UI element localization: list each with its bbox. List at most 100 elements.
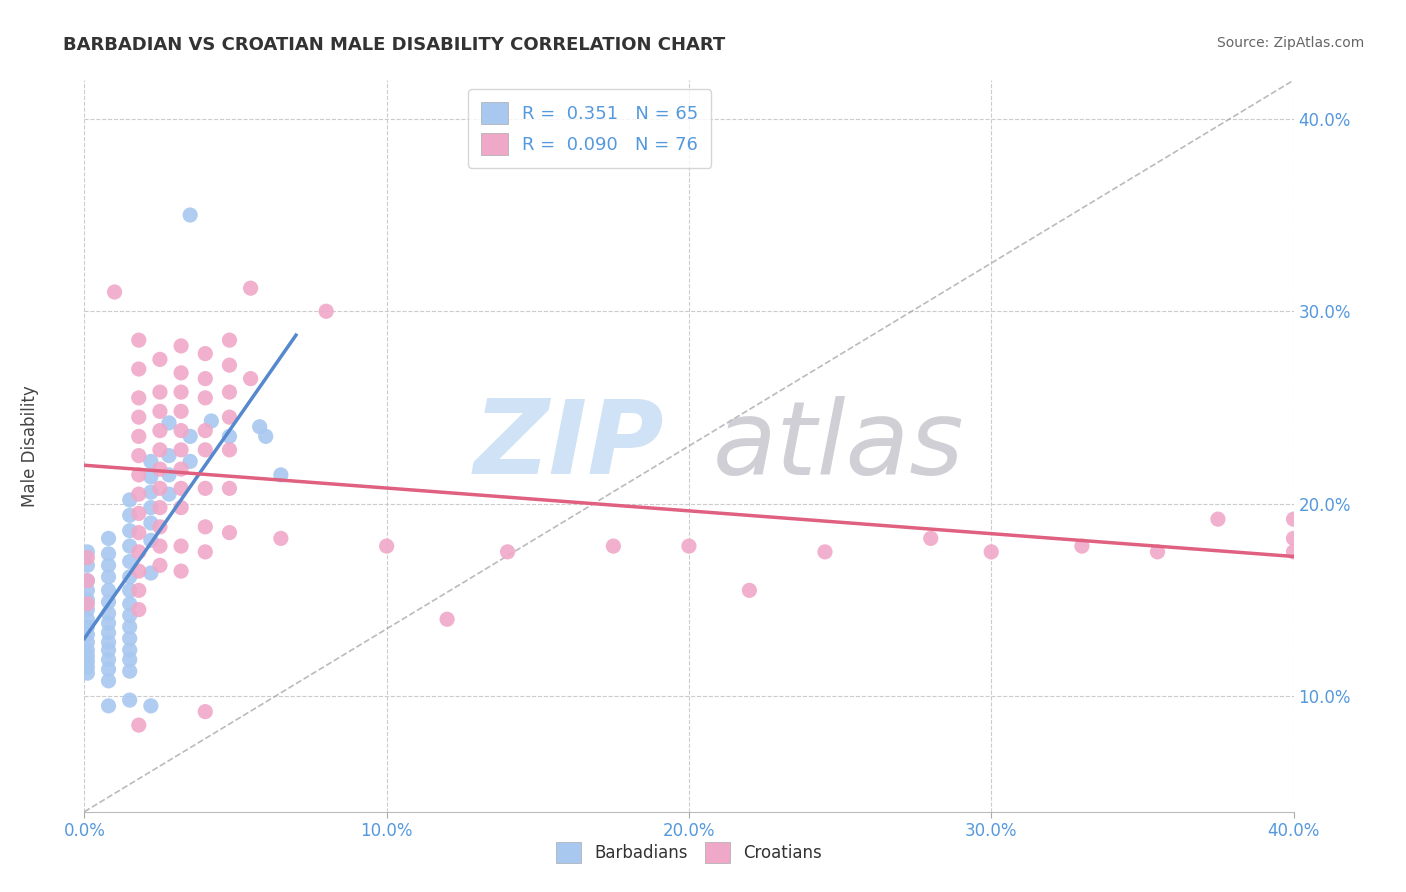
Point (1206, 512, 1229, 526)
Point (980, 545, 1002, 559)
Point (118, 597, 141, 611)
Point (97, 698, 120, 713)
Point (128, 487, 150, 501)
Point (76, 550, 98, 565)
Point (76, 597, 98, 611)
Point (118, 608, 141, 623)
Point (118, 632, 141, 646)
Point (179, 208, 201, 222)
Point (170, 366, 193, 380)
Point (254, 429, 277, 443)
Point (170, 500, 193, 515)
Point (1282, 512, 1305, 526)
Point (97, 532, 120, 546)
Point (97, 616, 120, 631)
Point (149, 442, 172, 457)
Point (218, 358, 240, 372)
Point (76, 558, 98, 573)
Point (149, 481, 172, 495)
Point (139, 454, 162, 468)
Point (118, 643, 141, 657)
Point (678, 539, 700, 553)
Point (76, 593, 98, 607)
Point (170, 462, 193, 476)
Point (104, 285, 127, 299)
Point (139, 516, 162, 530)
Point (128, 583, 150, 598)
Point (118, 653, 141, 667)
Point (76, 545, 98, 559)
Point (194, 371, 217, 385)
Point (97, 595, 120, 609)
Point (194, 391, 217, 405)
Text: BARBADIAN VS CROATIAN MALE DISABILITY CORRELATION CHART: BARBADIAN VS CROATIAN MALE DISABILITY CO… (63, 36, 725, 54)
Point (97, 643, 120, 657)
Point (218, 410, 240, 425)
Point (118, 693, 141, 707)
Point (218, 525, 240, 540)
Point (170, 539, 193, 553)
Point (194, 520, 217, 534)
Point (128, 602, 150, 616)
Point (139, 500, 162, 515)
Point (97, 570, 120, 584)
Point (239, 281, 262, 295)
Point (218, 442, 240, 457)
Point (149, 462, 172, 476)
Point (128, 525, 150, 540)
Point (436, 612, 458, 626)
Point (218, 481, 240, 495)
Text: Male Disability: Male Disability (21, 385, 39, 507)
Point (194, 545, 217, 559)
Point (170, 564, 193, 578)
Point (76, 660, 98, 674)
Point (157, 487, 180, 501)
Point (76, 620, 98, 634)
Point (170, 442, 193, 457)
Point (76, 602, 98, 616)
Point (118, 620, 141, 634)
Point (375, 539, 398, 553)
Point (76, 574, 98, 588)
Point (97, 673, 120, 688)
Point (170, 339, 193, 353)
Point (315, 304, 337, 318)
Point (139, 470, 162, 484)
Point (128, 718, 150, 732)
Point (1071, 539, 1094, 553)
Text: ZIP: ZIP (474, 395, 665, 497)
Point (128, 362, 150, 376)
Point (128, 391, 150, 405)
Point (128, 410, 150, 425)
Point (118, 492, 141, 507)
Point (1146, 545, 1168, 559)
Point (194, 705, 217, 719)
Point (76, 612, 98, 626)
Point (128, 449, 150, 463)
Point (194, 442, 217, 457)
Point (149, 404, 172, 418)
Point (170, 385, 193, 400)
Point (128, 467, 150, 482)
Point (118, 583, 141, 598)
Point (76, 655, 98, 669)
Point (179, 429, 201, 443)
Point (270, 532, 292, 546)
Point (128, 564, 150, 578)
Point (602, 539, 624, 553)
Point (170, 424, 193, 438)
Point (194, 481, 217, 495)
Point (149, 500, 172, 515)
Point (118, 508, 141, 523)
Point (76, 574, 98, 588)
Point (128, 429, 150, 443)
Point (128, 507, 150, 521)
Point (1282, 545, 1305, 559)
Point (157, 467, 180, 482)
Point (97, 653, 120, 667)
Text: Source: ZipAtlas.com: Source: ZipAtlas.com (1216, 36, 1364, 50)
Point (218, 385, 240, 400)
Point (170, 481, 193, 495)
Point (194, 424, 217, 438)
Point (218, 429, 240, 443)
